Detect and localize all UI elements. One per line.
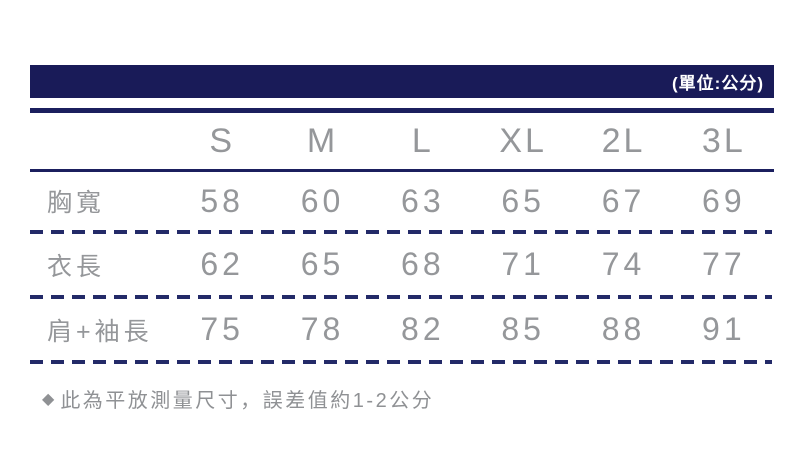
value-chest-3l: 69 xyxy=(702,182,746,219)
measurement-note-text: 此為平放測量尺寸，誤差值約1-2公分 xyxy=(60,390,435,412)
size-table: S M L XL 2L 3L 胸寬 58 60 63 65 67 69 衣長 6… xyxy=(30,108,774,364)
size-col-header-xl: XL xyxy=(499,121,547,160)
value-sleeve-3l: 91 xyxy=(702,311,746,347)
value-sleeve-xl: 85 xyxy=(501,311,545,347)
units-label: (單位:公分) xyxy=(672,74,764,93)
header-spacer xyxy=(30,113,172,169)
value-length-3l: 77 xyxy=(702,246,746,282)
value-chest-l: 63 xyxy=(401,182,445,219)
size-col-header-3l: 3L xyxy=(701,121,746,160)
row-label-garment-length: 衣長 xyxy=(47,252,106,281)
value-sleeve-m: 78 xyxy=(300,311,345,347)
header-underline xyxy=(30,169,774,172)
diamond-bullet-icon: ◆ xyxy=(42,390,55,408)
row-divider-dashed-1 xyxy=(30,230,772,234)
value-chest-2l: 67 xyxy=(601,182,646,219)
value-sleeve-l: 82 xyxy=(401,311,445,347)
value-length-xl: 71 xyxy=(501,246,545,282)
row-divider-dashed-3 xyxy=(30,360,772,364)
value-length-l: 68 xyxy=(401,246,445,282)
divider-thin-line xyxy=(30,108,774,113)
value-chest-m: 60 xyxy=(300,182,345,219)
row-label-chest-width: 胸寬 xyxy=(47,189,106,217)
size-col-header-l: L xyxy=(411,121,434,160)
row-divider-dashed-2 xyxy=(30,295,772,299)
value-chest-xl: 65 xyxy=(501,182,545,219)
value-chest-s: 58 xyxy=(200,182,244,219)
header-banner: (單位:公分) xyxy=(30,65,774,98)
value-sleeve-2l: 88 xyxy=(601,311,646,347)
measurement-note: ◆ 此為平放測量尺寸，誤差值約1-2公分 xyxy=(42,384,434,413)
value-length-m: 65 xyxy=(300,246,345,282)
row-label-shoulder-sleeve: 肩+袖長 xyxy=(47,317,153,346)
value-length-s: 62 xyxy=(200,246,244,282)
size-col-header-m: M xyxy=(306,121,339,160)
value-length-2l: 74 xyxy=(601,246,646,282)
size-col-header-s: S xyxy=(209,121,235,160)
size-col-header-2l: 2L xyxy=(601,121,646,160)
value-sleeve-s: 75 xyxy=(200,311,244,347)
